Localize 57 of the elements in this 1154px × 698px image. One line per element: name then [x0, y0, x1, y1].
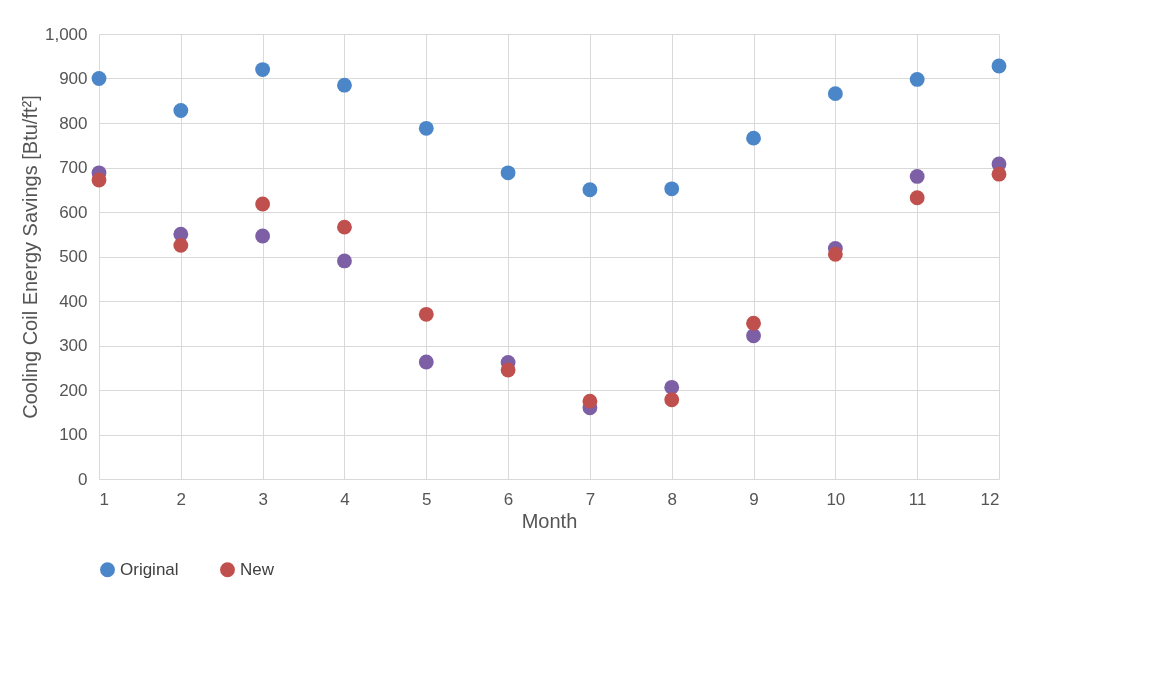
- y-tick-label: 100: [59, 425, 88, 444]
- x-tick-label: 11: [908, 489, 927, 509]
- y-tick-label: 300: [59, 336, 88, 355]
- x-tick-label: 10: [826, 489, 846, 509]
- y-tick-label: 900: [59, 69, 88, 88]
- y-tick-label: 800: [59, 113, 88, 133]
- x-tick-label: 2: [176, 489, 187, 509]
- point: [664, 181, 680, 197]
- point: [664, 392, 680, 408]
- y-tick-label: 1,000: [44, 24, 88, 44]
- x-tick-label: 7: [585, 489, 596, 509]
- y-tick-label: 500: [59, 247, 88, 266]
- y-tick-label: 400: [59, 291, 88, 311]
- point: [664, 379, 680, 395]
- y-tick-label: 200: [59, 380, 88, 400]
- y-axis-title: Cooling Coil Energy Savings [Btu/ft²]: [18, 95, 41, 419]
- point: [909, 71, 925, 87]
- point: [500, 165, 516, 181]
- point: [909, 169, 925, 184]
- point: [255, 228, 271, 244]
- x-tick-label: 6: [503, 489, 514, 509]
- point: [746, 315, 761, 331]
- point: [746, 130, 761, 146]
- point: [418, 120, 434, 136]
- x-tick-label: 3: [258, 489, 268, 509]
- y-tick-label: 0: [78, 469, 88, 489]
- point: [91, 172, 107, 188]
- point: [173, 103, 189, 118]
- point: [746, 328, 761, 344]
- point: [337, 219, 352, 235]
- x-tick-label: 8: [667, 489, 677, 509]
- point: [582, 182, 598, 198]
- point: [582, 393, 598, 409]
- point: [827, 86, 843, 102]
- x-tick-label: 9: [749, 489, 759, 509]
- x-tick-label: 12: [980, 489, 1000, 509]
- point: [418, 306, 434, 322]
- x-axis-title: Month: [521, 509, 578, 532]
- y-tick-label: 600: [59, 202, 88, 222]
- x-tick-label: 1: [99, 489, 109, 509]
- point: [991, 58, 1007, 74]
- point: [337, 77, 352, 93]
- legend-label: Original: [120, 559, 179, 579]
- legend-label: New: [240, 559, 275, 579]
- point: [173, 237, 189, 253]
- y-tick-label: 700: [59, 158, 88, 177]
- point: [255, 196, 271, 212]
- point: [909, 190, 925, 206]
- point: [500, 362, 516, 378]
- point: [991, 166, 1007, 182]
- point: [827, 246, 843, 262]
- x-tick-label: 4: [340, 489, 350, 509]
- point: [337, 253, 352, 269]
- point: [91, 71, 107, 86]
- point: [255, 62, 271, 77]
- point: [418, 354, 434, 370]
- x-tick-label: 5: [422, 489, 432, 509]
